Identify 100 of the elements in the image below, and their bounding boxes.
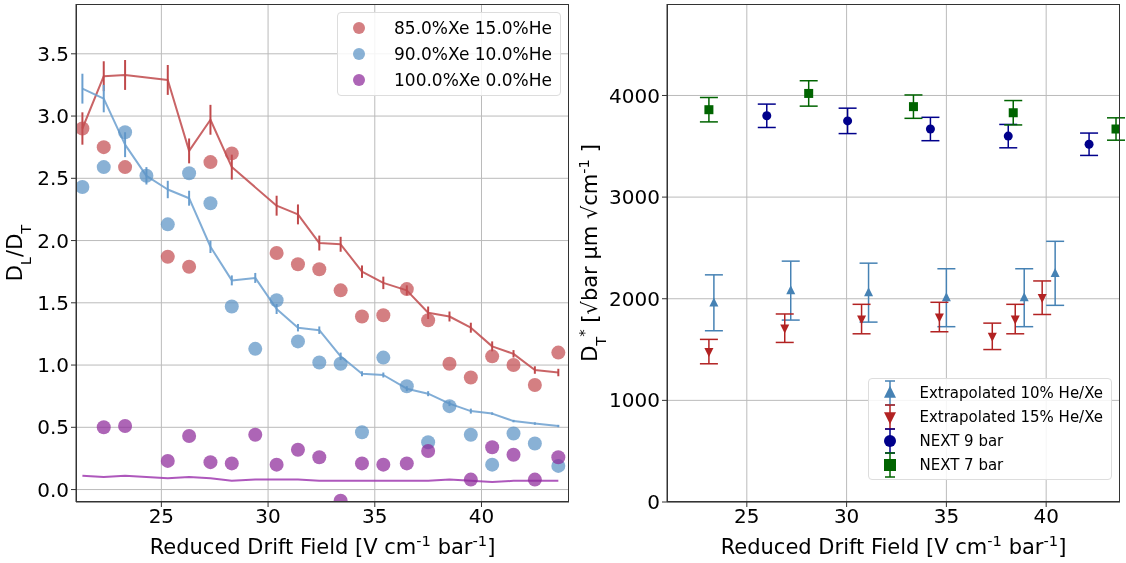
point (506, 426, 521, 441)
x-tick-label: 35 (362, 504, 388, 529)
point (804, 88, 814, 98)
legend-label: 85.0%Xe 15.0%He (394, 18, 552, 38)
point (376, 457, 391, 472)
point (312, 262, 327, 277)
point (551, 450, 566, 465)
legend-label: NEXT 9 bar (919, 432, 1004, 450)
y-tick-label: 1.5 (37, 290, 69, 315)
x-tick-label: 25 (734, 504, 760, 529)
x-tick-label: 30 (833, 504, 860, 529)
point (1010, 315, 1020, 325)
point (421, 443, 436, 458)
x-axis-title: Reduced Drift Field [V cm$^{-1}$ bar$^{-1}$] (149, 531, 496, 559)
point (463, 427, 478, 442)
point (354, 456, 369, 471)
y-tick-label: 2.0 (37, 228, 69, 253)
point (843, 116, 853, 126)
point (269, 246, 284, 260)
legend-label: NEXT 7 bar (919, 456, 1004, 474)
point (421, 313, 436, 328)
point (76, 121, 90, 136)
legend-label: Extrapolated 10% He/Xe (919, 384, 1103, 402)
point (118, 160, 133, 175)
point (96, 140, 111, 155)
x-tick-label: 40 (468, 504, 495, 529)
point (312, 450, 327, 465)
point (248, 427, 263, 442)
point (399, 282, 414, 297)
point (160, 217, 175, 232)
point (908, 102, 918, 112)
point (376, 308, 391, 323)
point (182, 166, 197, 181)
point (762, 111, 772, 121)
point (442, 399, 457, 414)
point (925, 124, 935, 134)
point (118, 419, 133, 434)
x-tick-label: 35 (933, 504, 960, 529)
legend-label: 90.0%Xe 10.0%He (394, 44, 552, 64)
point (527, 472, 542, 487)
y-tick-label: 1.0 (37, 353, 69, 378)
y-tick-label: 2.5 (37, 166, 69, 191)
point (1003, 131, 1013, 141)
point (333, 283, 348, 298)
y-tick-label: 0 (647, 490, 660, 515)
point (160, 249, 175, 264)
point (312, 355, 327, 370)
point (224, 146, 239, 161)
point (485, 349, 500, 364)
legend-label: 100.0%Xe 0.0%He (394, 70, 552, 90)
point (354, 425, 369, 440)
x-tick-label: 40 (1033, 504, 1059, 529)
y-tick-label: 3000 (609, 185, 660, 210)
point (224, 299, 239, 314)
y-tick-label: 0.0 (37, 477, 69, 502)
point (506, 447, 521, 462)
point (485, 440, 500, 455)
point (290, 334, 305, 349)
x-tick-label: 30 (255, 504, 281, 529)
point (527, 377, 542, 392)
point (203, 196, 218, 211)
point (182, 429, 197, 444)
point (160, 453, 175, 468)
point (76, 180, 90, 195)
point (118, 125, 133, 140)
legend-label: Extrapolated 15% He/Xe (919, 408, 1103, 426)
y-tick-label: 2000 (609, 286, 660, 311)
point (96, 160, 111, 175)
point (399, 456, 414, 471)
point (1050, 267, 1060, 277)
y-tick-label: 1000 (609, 388, 660, 413)
point (269, 457, 284, 472)
point (376, 350, 391, 365)
x-axis-title: Reduced Drift Field [V cm$^{-1}$ bar$^{-1}$] (720, 531, 1067, 559)
point (864, 287, 874, 297)
point (857, 315, 867, 325)
point (463, 472, 478, 487)
point (269, 293, 284, 308)
point (463, 370, 478, 385)
point (506, 358, 521, 373)
point (290, 257, 305, 272)
point (248, 341, 263, 356)
point (1084, 139, 1094, 149)
point (333, 356, 348, 371)
point (527, 436, 542, 451)
point (442, 356, 457, 371)
point (704, 347, 714, 357)
point (96, 420, 111, 435)
y-tick-label: 3.0 (37, 104, 69, 129)
point (354, 309, 369, 324)
y-tick-label: 4000 (609, 83, 660, 108)
point (704, 105, 714, 115)
point (224, 456, 239, 471)
x-tick-label: 25 (148, 504, 175, 529)
y-tick-label: 3.5 (37, 41, 69, 66)
point (290, 442, 305, 457)
point (1008, 108, 1018, 118)
point (139, 168, 154, 183)
y-tick-label: 0.5 (37, 415, 69, 440)
point (182, 259, 197, 274)
